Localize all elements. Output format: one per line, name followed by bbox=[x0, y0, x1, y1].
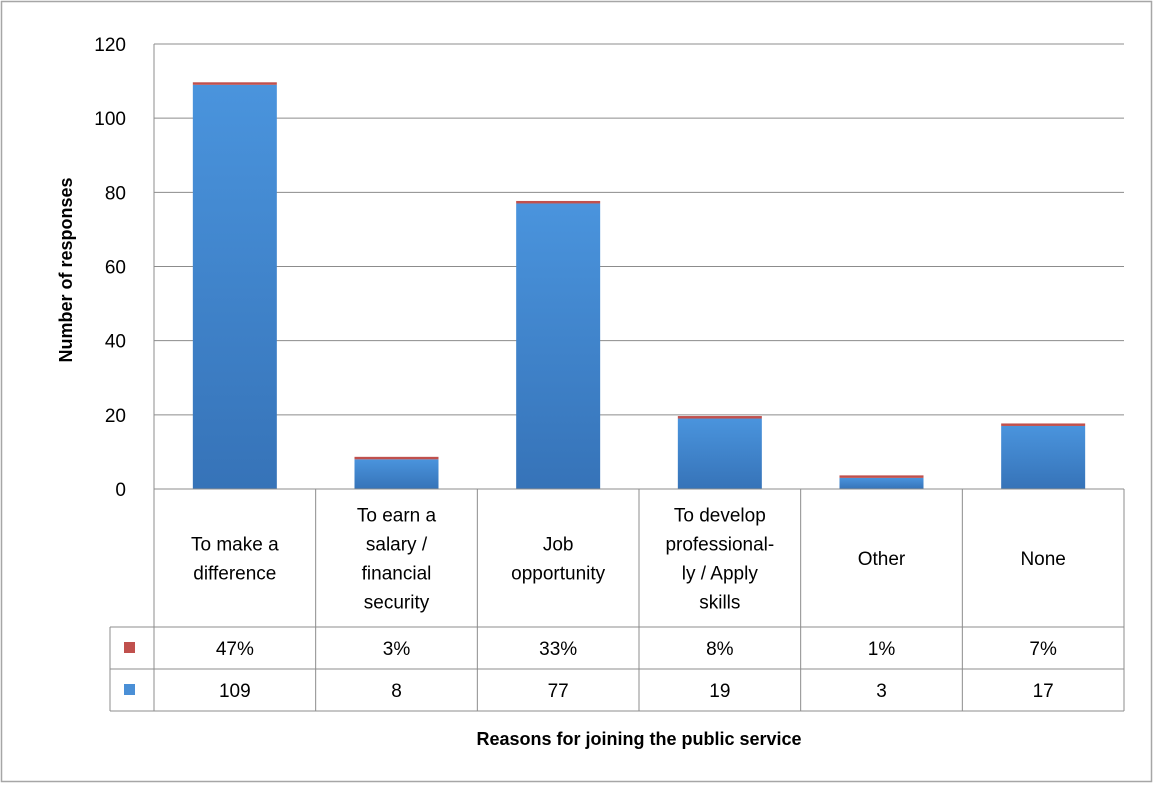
y-tick-label: 40 bbox=[105, 332, 126, 353]
count-label: 109 bbox=[219, 681, 251, 702]
bar-responses bbox=[677, 418, 762, 489]
category-label: Other bbox=[858, 549, 906, 570]
category-label-line: security bbox=[364, 593, 430, 614]
category-label: To make a difference bbox=[191, 535, 279, 585]
count-label: 19 bbox=[709, 681, 730, 702]
percent-label: 33% bbox=[539, 639, 577, 660]
bar-percent-cap bbox=[677, 416, 762, 419]
percent-label: 1% bbox=[868, 639, 896, 660]
count-label: 3 bbox=[876, 681, 887, 702]
category-label-line: difference bbox=[193, 564, 276, 585]
y-tick-label: 0 bbox=[115, 480, 126, 501]
bar-percent-cap bbox=[192, 82, 277, 85]
bar-responses bbox=[516, 203, 601, 490]
y-axis-title: Number of responses bbox=[56, 177, 76, 362]
category-label-line: None bbox=[1020, 549, 1065, 570]
y-tick-label: 80 bbox=[105, 183, 126, 204]
category-label-line: opportunity bbox=[511, 564, 606, 585]
count-label: 8 bbox=[391, 681, 402, 702]
bar-percent-cap bbox=[516, 200, 601, 204]
y-tick-label: 60 bbox=[105, 258, 126, 279]
legend-key-responses bbox=[124, 684, 135, 695]
category-label: To earn a salary / financial security bbox=[357, 506, 437, 614]
y-tick-label: 100 bbox=[94, 109, 126, 130]
bar-percent-cap bbox=[354, 456, 439, 460]
percent-label: 8% bbox=[706, 639, 734, 660]
bar-percent-cap bbox=[1001, 423, 1086, 426]
category-label-line: salary / bbox=[366, 535, 428, 556]
bar-responses bbox=[1001, 425, 1086, 489]
legend-key-percent bbox=[124, 642, 135, 653]
category-label-line: Other bbox=[858, 549, 906, 570]
category-label: To develop professional-ly / Apply skills bbox=[665, 506, 774, 614]
category-label-line: ly / Apply bbox=[682, 564, 759, 585]
category-label: None bbox=[1020, 549, 1065, 570]
bar-responses bbox=[192, 84, 277, 490]
category-label-line: Job bbox=[543, 535, 574, 556]
percent-label: 7% bbox=[1029, 639, 1057, 660]
percent-label: 3% bbox=[383, 639, 411, 660]
category-label-line: To earn a bbox=[357, 506, 437, 527]
category-label: Job opportunity bbox=[511, 535, 606, 585]
y-tick-label: 120 bbox=[94, 35, 126, 56]
x-axis-title: Reasons for joining the public service bbox=[476, 729, 801, 749]
category-label-line: professional- bbox=[665, 535, 774, 556]
category-label-line: financial bbox=[362, 564, 432, 585]
category-label-line: To make a bbox=[191, 535, 279, 556]
bar-responses bbox=[354, 459, 439, 489]
category-label-line: skills bbox=[699, 593, 740, 614]
percent-label: 47% bbox=[216, 639, 254, 660]
count-label: 17 bbox=[1033, 681, 1054, 702]
y-tick-label: 20 bbox=[105, 406, 126, 427]
bar-responses bbox=[839, 477, 924, 489]
count-label: 77 bbox=[548, 681, 569, 702]
category-label-line: To develop bbox=[674, 506, 766, 527]
bar-percent-cap bbox=[839, 475, 924, 478]
